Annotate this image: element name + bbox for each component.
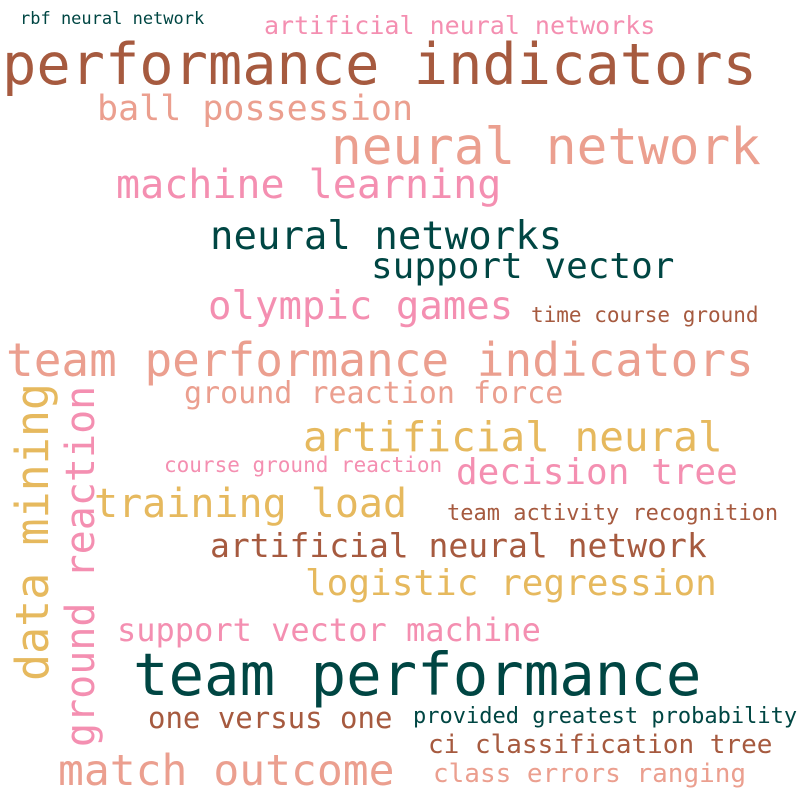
word-team-performance: team performance	[133, 640, 702, 709]
word-performance-indicators: performance indicators	[2, 32, 757, 98]
word-artificial-neural-networks: artificial neural networks	[264, 11, 656, 40]
word-artificial-neural-network: artificial neural network	[210, 526, 707, 565]
word-logistic-regression: logistic regression	[305, 563, 717, 604]
word-olympic-games: olympic games	[208, 284, 514, 329]
word-ground-reaction-force: ground reaction force	[184, 376, 564, 411]
word-time-course-ground: time course ground	[531, 303, 759, 327]
word-team-performance-indicators: team performance indicators	[6, 333, 754, 387]
word-provided-greatest-probability: provided greatest probability	[413, 704, 798, 729]
word-artificial-neural: artificial neural	[303, 413, 723, 461]
word-machine-learning: machine learning	[116, 162, 502, 208]
word-ci-classification-tree: ci classification tree	[428, 730, 773, 760]
word-support-vector: support vector	[371, 246, 675, 287]
word-data-mining: data mining	[6, 382, 59, 681]
word-decision-tree: decision tree	[456, 452, 738, 493]
word-match-outcome: match outcome	[58, 746, 395, 796]
word-neural-networks: neural networks	[210, 214, 563, 259]
word-team-activity-recognition: team activity recognition	[447, 501, 779, 526]
word-course-ground-reaction: course ground reaction	[164, 453, 443, 477]
word-one-versus-one: one versus one	[148, 701, 393, 735]
word-support-vector-machine: support vector machine	[117, 611, 541, 649]
word-training-load: training load	[94, 481, 408, 527]
word-rbf-neural-network: rbf neural network	[20, 9, 205, 29]
word-neural-network: neural network	[331, 118, 761, 177]
word-class-errors-ranging: class errors ranging	[433, 759, 747, 789]
word-ball-possession: ball possession	[97, 89, 414, 129]
word-ground-reaction: ground reaction	[58, 385, 104, 747]
